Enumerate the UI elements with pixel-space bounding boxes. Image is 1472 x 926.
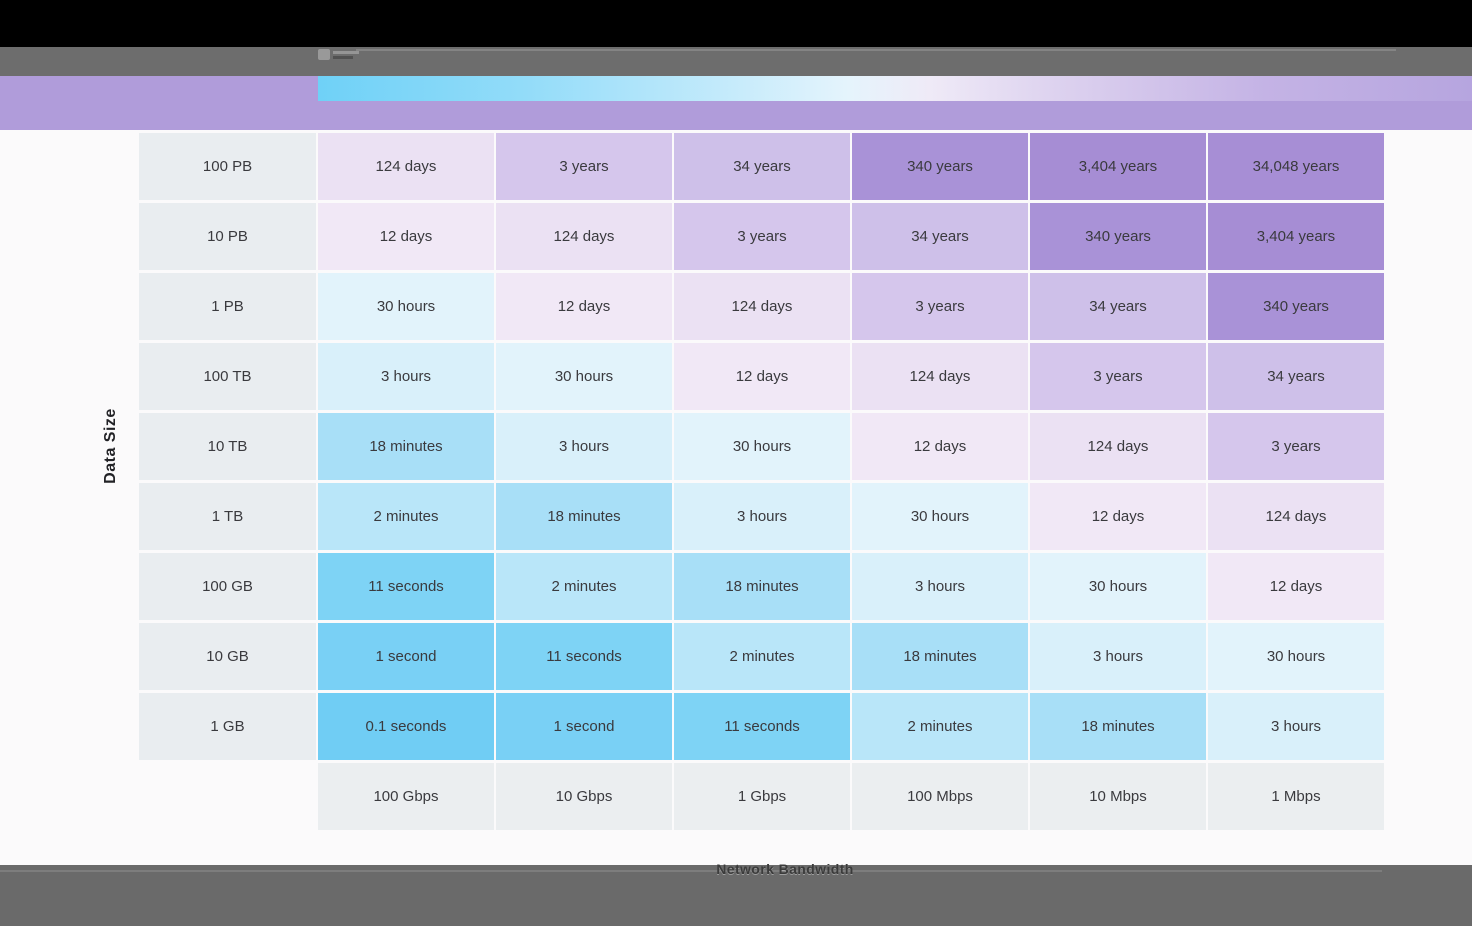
heatmap-cell: 2 minutes [674,623,850,690]
column-header: 1 Gbps [674,763,850,830]
heatmap-cell: 3 hours [674,483,850,550]
heatmap-cell: 18 minutes [496,483,672,550]
heatmap-cell: 12 days [674,343,850,410]
row-header: 1 GB [139,693,316,760]
row-header: 1 PB [139,273,316,340]
heatmap-cell: 340 years [852,133,1028,200]
toolbar-glyph-mark [333,56,353,59]
heatmap-cell: 34 years [852,203,1028,270]
heatmap-cell: 12 days [318,203,494,270]
heatmap-cell: 3 years [1030,343,1206,410]
title-bar [0,0,1472,47]
toolbar-label-scribble [318,47,368,63]
heatmap-cell: 3 years [852,273,1028,340]
row-header: 1 TB [139,483,316,550]
heatmap-cell: 3 hours [1030,623,1206,690]
toolbar [0,47,1472,76]
heatmap-cell: 1 second [318,623,494,690]
heatmap-cell: 340 years [1208,273,1384,340]
heatmap-cell: 12 days [1030,483,1206,550]
heatmap-cell: 34 years [1030,273,1206,340]
heatmap-cell: 124 days [674,273,850,340]
row-header: 100 TB [139,343,316,410]
heatmap-cell: 11 seconds [674,693,850,760]
heatmap-cell: 30 hours [1208,623,1384,690]
heatmap-cell: 18 minutes [1030,693,1206,760]
heatmap-cell: 18 minutes [852,623,1028,690]
heatmap-cell: 12 days [496,273,672,340]
toolbar-glyph-icon [318,49,330,60]
heatmap-cell: 11 seconds [318,553,494,620]
heatmap-cell: 2 minutes [496,553,672,620]
heatmap-table: 100 PB 124 days 3 years 34 years 340 years 3,… [139,133,1384,830]
heatmap-cell: 3 years [674,203,850,270]
heatmap-cell: 30 hours [496,343,672,410]
row-header: 100 GB [139,553,316,620]
color-scale-legend-gradient [318,76,1472,101]
heatmap-cell: 12 days [852,413,1028,480]
heatmap-cell: 12 days [1208,553,1384,620]
heatmap-cell: 30 hours [852,483,1028,550]
toolbar-glyph-mark [333,51,359,54]
bottom-bar-divider-line [0,870,1382,872]
heatmap-cell: 2 minutes [318,483,494,550]
row-header: 10 PB [139,203,316,270]
heatmap-cell: 3 hours [1208,693,1384,760]
heatmap-cell: 18 minutes [318,413,494,480]
heatmap-cell: 34 years [674,133,850,200]
heatmap-cell: 340 years [1030,203,1206,270]
heatmap-cell: 3 years [496,133,672,200]
heatmap-cell: 18 minutes [674,553,850,620]
row-header: 10 TB [139,413,316,480]
heatmap-cell: 124 days [496,203,672,270]
heatmap-cell: 30 hours [674,413,850,480]
heatmap-cell: 3 hours [318,343,494,410]
bottom-bar [0,865,1472,926]
heatmap-cell: 3,404 years [1030,133,1206,200]
row-header: 100 PB [139,133,316,200]
corner-spacer [139,763,316,830]
heatmap-cell: 34 years [1208,343,1384,410]
heatmap-cell: 2 minutes [852,693,1028,760]
heatmap-cell: 124 days [1208,483,1384,550]
y-axis-label: Data Size [102,408,119,484]
toolbar-divider-line [356,49,1396,51]
column-header: 10 Mbps [1030,763,1206,830]
heatmap-cell: 34,048 years [1208,133,1384,200]
heatmap-cell: 124 days [1030,413,1206,480]
heatmap-cell: 11 seconds [496,623,672,690]
heatmap-cell: 1 second [496,693,672,760]
purple-banner [0,76,1472,130]
column-header: 10 Gbps [496,763,672,830]
heatmap-cell: 3 years [1208,413,1384,480]
column-header: 1 Mbps [1208,763,1384,830]
heatmap-cell: 124 days [318,133,494,200]
heatmap-cell: 30 hours [318,273,494,340]
heatmap-cell: 0.1 seconds [318,693,494,760]
heatmap-cell: 30 hours [1030,553,1206,620]
heatmap-cell: 3 hours [496,413,672,480]
heatmap-cell: 3,404 years [1208,203,1384,270]
column-header: 100 Mbps [852,763,1028,830]
x-axis-label: Network Bandwidth [716,861,854,877]
column-header: 100 Gbps [318,763,494,830]
heatmap-cell: 3 hours [852,553,1028,620]
heatmap-cell: 124 days [852,343,1028,410]
row-header: 10 GB [139,623,316,690]
